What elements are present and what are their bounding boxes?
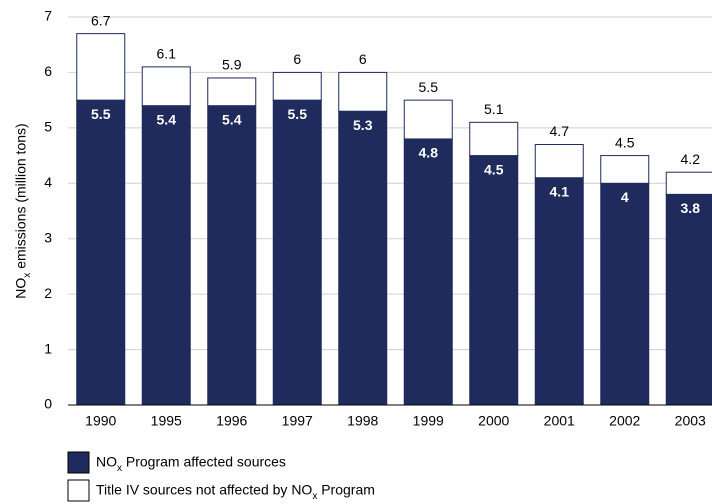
x-tick-label: 1996 (216, 413, 247, 429)
total-label: 5.9 (222, 57, 242, 73)
y-tick-label: 3 (44, 229, 52, 245)
x-tick-label: 1997 (282, 413, 313, 429)
bar-segment (600, 155, 650, 184)
total-label: 6.7 (91, 12, 111, 28)
bar-segment (665, 193, 712, 406)
value-label: 5.4 (157, 111, 177, 127)
bar-segment (338, 110, 388, 406)
x-tick-label: 2003 (675, 413, 706, 429)
value-label: 4.5 (484, 161, 504, 177)
legend-label: Title IV sources not affected by NOx Pro… (96, 482, 375, 502)
y-tick-label: 7 (44, 8, 52, 24)
value-label: 4 (621, 189, 629, 205)
bar-segment (141, 66, 191, 107)
total-label: 5.1 (484, 101, 504, 117)
y-tick-label: 0 (44, 396, 52, 412)
total-label: 4.7 (550, 123, 570, 139)
bar-segment (665, 171, 712, 195)
x-tick-label: 1990 (85, 413, 116, 429)
y-tick-label: 6 (44, 63, 52, 79)
total-label: 6.1 (157, 46, 177, 62)
bar-segment (403, 99, 453, 140)
bar-segment (469, 155, 519, 406)
value-label: 4.8 (419, 145, 439, 161)
x-tick-label: 1999 (413, 413, 444, 429)
bar-segment (600, 182, 650, 406)
total-label: 4.5 (615, 134, 635, 150)
bar-segment (76, 99, 126, 406)
legend-swatch (67, 451, 90, 474)
total-label: 4.2 (681, 151, 701, 167)
y-tick-label: 4 (44, 174, 52, 190)
value-label: 5.4 (222, 111, 242, 127)
value-label: 5.5 (91, 106, 111, 122)
y-tick-label: 5 (44, 119, 52, 135)
x-tick-label: 2000 (478, 413, 509, 429)
legend-swatch (67, 479, 90, 502)
bar-segment (534, 177, 584, 406)
bar-segment (272, 71, 322, 101)
bar-segment (207, 77, 257, 107)
y-axis-label: NOx emissions (million tons) (13, 123, 33, 298)
y-tick-label: 2 (44, 285, 52, 301)
y-tick-label: 1 (44, 340, 52, 356)
bar-segment (534, 143, 584, 179)
bar-segment (403, 138, 453, 406)
total-label: 6 (359, 51, 367, 67)
x-tick-label: 1995 (151, 413, 182, 429)
value-label: 3.8 (681, 200, 701, 216)
legend-label: NOx Program affected sources (96, 454, 286, 474)
x-tick-label: 2001 (544, 413, 575, 429)
x-tick-label: 1998 (347, 413, 378, 429)
bar-segment (469, 121, 519, 157)
total-label: 5.5 (419, 79, 439, 95)
x-tick-label: 2002 (609, 413, 640, 429)
total-label: 6 (293, 51, 301, 67)
bar-segment (338, 71, 388, 112)
bar-segment (141, 105, 191, 406)
bar-segment (272, 99, 322, 406)
value-label: 4.1 (550, 183, 570, 199)
value-label: 5.5 (288, 106, 308, 122)
bar-segment (76, 33, 126, 101)
bar-segment (207, 105, 257, 406)
value-label: 5.3 (353, 117, 373, 133)
